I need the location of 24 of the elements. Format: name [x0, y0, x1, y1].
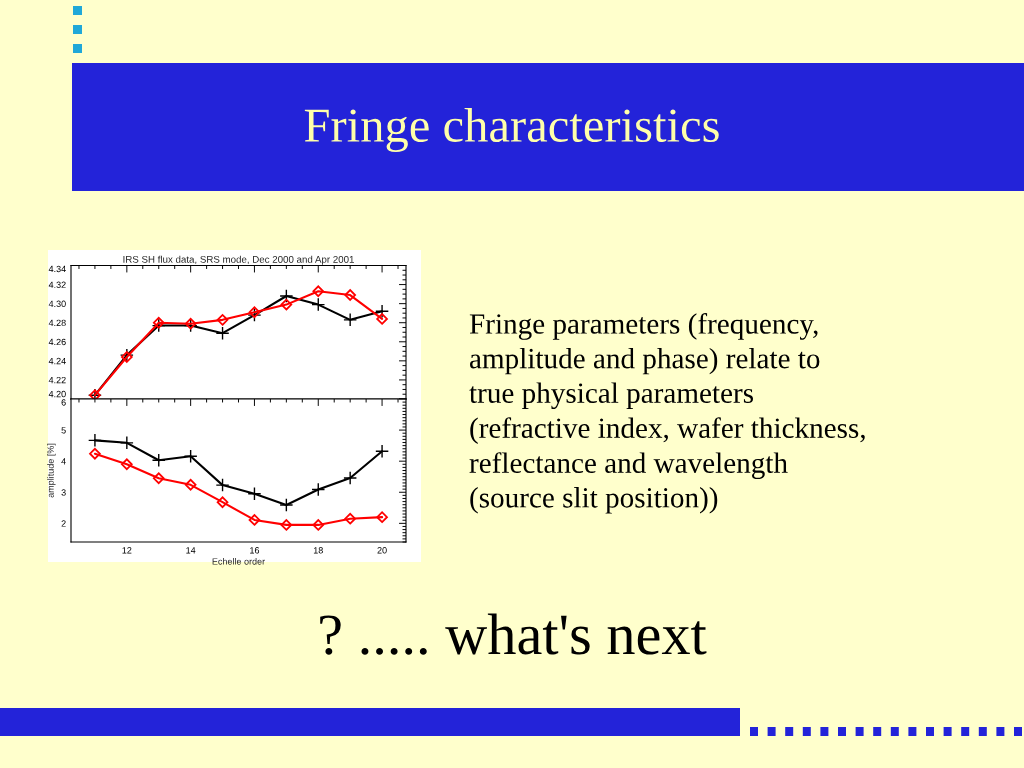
y-tick-label: 2: [61, 520, 66, 527]
text: Fringe parameters (frequency, amplitude and phase) relate to true physical parameters (refractive index, wafer thickness, reflectance and wavelength (source slit position)): [469, 313, 865, 514]
x-tick-label: 20: [377, 547, 387, 554]
text: Fringe characteristics: [304, 107, 719, 153]
y-tick-label: 4.26: [48, 338, 66, 346]
x-axis-title: Echelle order: [212, 558, 265, 565]
y-tick-label: 4.30: [48, 300, 66, 307]
text: ? ..... what's next: [320, 613, 707, 655]
y-tick-label: 4: [61, 458, 66, 465]
x-tick-label: 16: [250, 547, 260, 554]
x-tick-label: 12: [122, 547, 132, 554]
y-tick-label: 5: [61, 427, 66, 434]
y-tick-label: 4.24: [48, 357, 66, 365]
y-tick-label: 4.28: [48, 319, 66, 327]
y-axis-title: amplitude [%]: [47, 443, 56, 498]
y-tick-label: 4.34: [48, 265, 66, 273]
y-tick-label: 4.20: [48, 390, 66, 398]
y-tick-label: 4.32: [48, 281, 66, 288]
chart-subtitle: IRS SH flux data, SRS mode, Dec 2000 and Apr 2001: [123, 255, 354, 265]
y-tick-label: 4.22: [48, 376, 66, 384]
y-tick-label: 6: [61, 399, 66, 406]
x-tick-label: 14: [186, 547, 196, 554]
x-tick-label: 18: [313, 547, 323, 554]
y-tick-label: 3: [61, 489, 66, 496]
